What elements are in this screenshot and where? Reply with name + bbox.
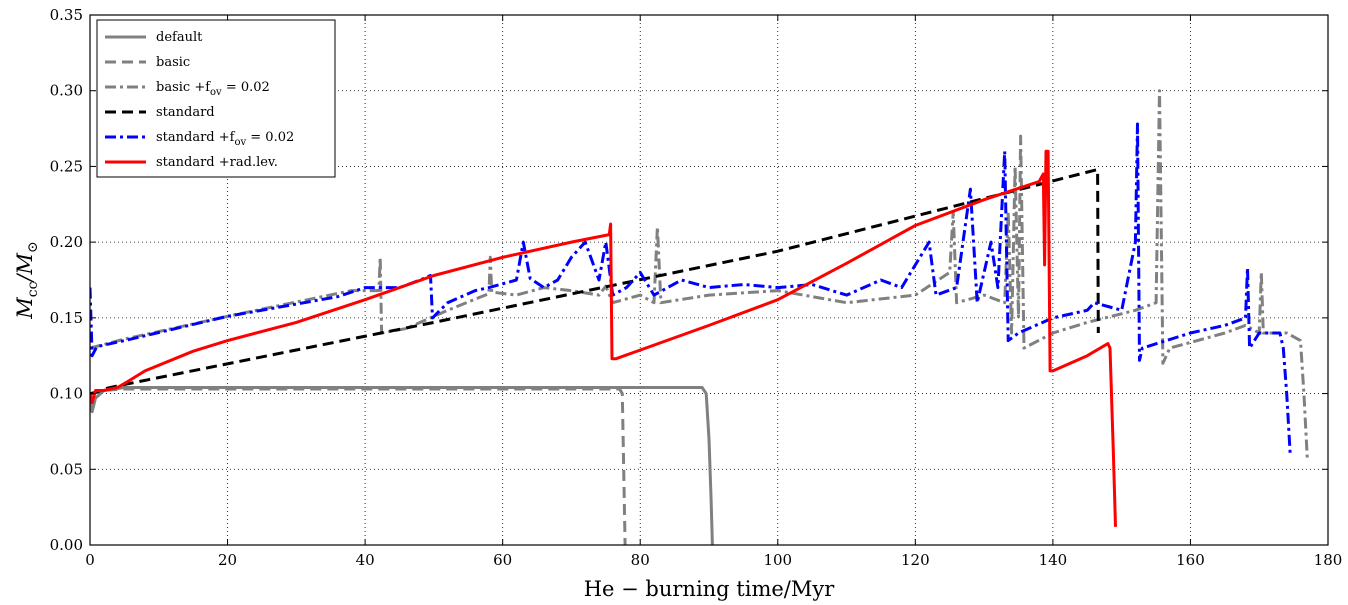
y-axis-title: Mcc/M⊙ xyxy=(13,241,41,320)
y-tick-label: 0.05 xyxy=(50,460,83,478)
x-tick-label: 40 xyxy=(356,551,375,569)
y-tick-label: 0.20 xyxy=(50,233,83,251)
x-tick-label: 140 xyxy=(1039,551,1068,569)
x-tick-label: 80 xyxy=(631,551,650,569)
legend-label: basic xyxy=(156,55,190,70)
y-axis-title-sep: /M xyxy=(13,252,37,283)
x-tick-label: 0 xyxy=(85,551,95,569)
x-axis-title: He − burning time/Myr xyxy=(584,577,836,601)
series-line-3 xyxy=(90,168,1100,396)
legend-label: default xyxy=(156,30,203,45)
legend-label: basic +fov = 0.02 xyxy=(156,80,270,98)
series-line-2 xyxy=(90,89,1309,461)
y-tick-label: 0.00 xyxy=(50,536,83,554)
y-axis-title-sub2: ⊙ xyxy=(25,241,41,253)
y-tick-labels: 0.00 0.05 0.10 0.15 0.20 0.25 0.30 0.35 xyxy=(50,6,83,554)
plot-frame xyxy=(89,14,1329,546)
x-tick-label: 60 xyxy=(493,551,512,569)
legend-label: standard +fov = 0.02 xyxy=(156,130,294,148)
series-line-5 xyxy=(90,149,1117,527)
legend: default basic basic +fov = 0.02 standard sta… xyxy=(96,19,336,178)
y-tick-label: 0.25 xyxy=(50,157,83,175)
series-line-4 xyxy=(90,122,1292,455)
legend-label: standard xyxy=(156,105,215,120)
x-tick-label: 160 xyxy=(1176,551,1205,569)
x-tick-label: 120 xyxy=(901,551,930,569)
y-axis-title-sub: cc xyxy=(25,281,41,297)
series-line-0 xyxy=(90,386,714,545)
series-line-1 xyxy=(90,387,627,545)
legend-box xyxy=(96,19,336,178)
series-layer xyxy=(90,89,1309,545)
x-tick-labels: 0 20 40 60 80 100 120 140 160 180 xyxy=(85,551,1342,569)
y-tick-label: 0.10 xyxy=(50,385,83,403)
tick-marks xyxy=(89,14,1329,546)
x-tick-label: 180 xyxy=(1314,551,1343,569)
x-tick-label: 100 xyxy=(763,551,792,569)
y-tick-label: 0.30 xyxy=(50,82,83,100)
x-tick-label: 20 xyxy=(218,551,237,569)
legend-label: standard +rad.lev. xyxy=(156,155,278,170)
y-tick-label: 0.15 xyxy=(50,309,83,327)
y-axis-title-main: M xyxy=(13,297,37,320)
y-tick-label: 0.35 xyxy=(50,6,83,24)
